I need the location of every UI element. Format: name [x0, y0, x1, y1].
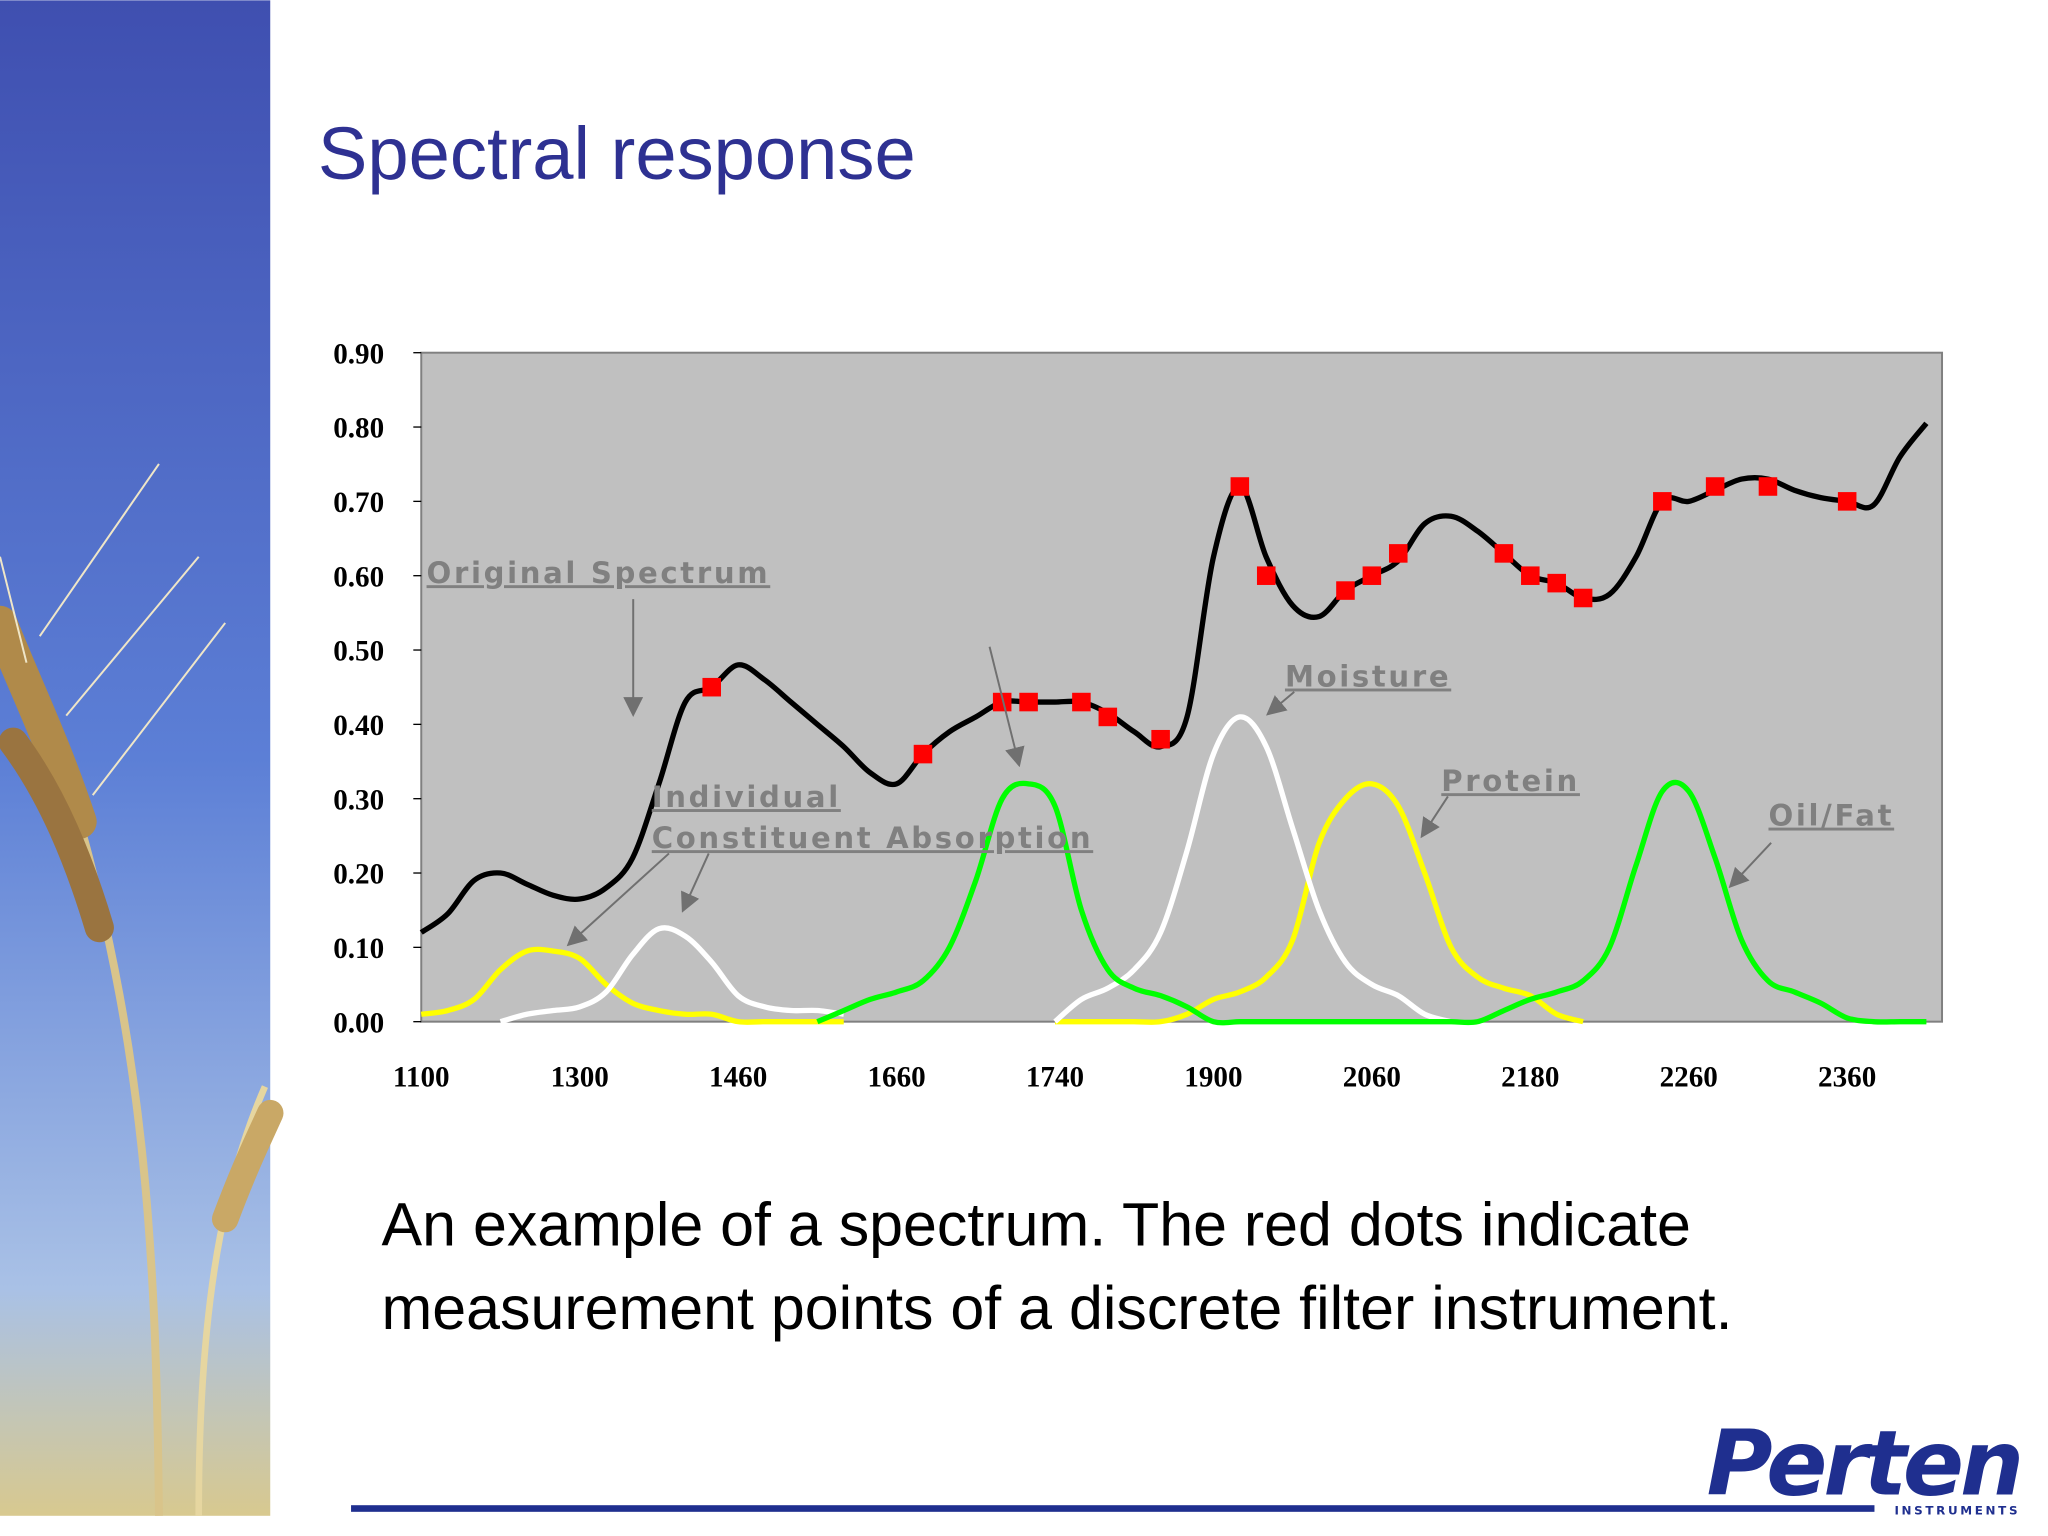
y-tick-label: 0.30 [333, 784, 384, 816]
y-tick-label: 0.60 [333, 561, 384, 593]
measurement-point [1653, 492, 1672, 511]
caption: An example of a spectrum. The red dots i… [382, 1191, 1691, 1259]
measurement-point [992, 692, 1012, 712]
x-tick-label: 1740 [1026, 1062, 1084, 1094]
annotation: Original Spectrum [427, 556, 771, 590]
y-tick-label: 0.10 [333, 933, 384, 965]
measurement-point [1573, 588, 1593, 608]
y-tick-label: 0.80 [333, 413, 384, 445]
annotation-arrows [566, 599, 1772, 947]
x-tick-label: 2060 [1343, 1062, 1401, 1094]
y-tick-label: 0.00 [333, 1007, 384, 1039]
x-tick-label: 1900 [1184, 1062, 1242, 1094]
measurement-point [1256, 566, 1276, 585]
wheat-image [0, 0, 284, 1516]
measurement-point [1494, 544, 1514, 563]
measurement-point [1547, 573, 1566, 593]
x-tick-label: 1660 [867, 1062, 925, 1094]
annotation: Oil/Fat [1768, 799, 1894, 833]
x-tick-label: 1100 [393, 1062, 450, 1094]
measurement-point [702, 677, 721, 697]
slide-title: Spectral response [318, 112, 916, 195]
measurement-point [1098, 707, 1118, 727]
x-tick-label: 2260 [1660, 1062, 1718, 1094]
y-tick-label: 0.70 [333, 487, 384, 519]
measurement-point [1230, 477, 1250, 496]
measurement-point [1758, 477, 1778, 496]
measurement-point [1151, 729, 1170, 749]
spectrum-line [499, 714, 1452, 1025]
x-tick-label: 2360 [1818, 1062, 1876, 1094]
annotation: Protein [1441, 764, 1580, 798]
annotation: Moisture [1285, 660, 1451, 694]
y-tick-label: 0.40 [333, 710, 384, 742]
measurement-point [1362, 566, 1382, 585]
y-tick-label: 0.90 [333, 338, 384, 370]
measurement-point [1336, 581, 1355, 600]
plot-area [420, 351, 1944, 1023]
measurement-point [1705, 477, 1725, 496]
annotation: Individual [652, 780, 841, 814]
measurement-point [913, 744, 933, 764]
measurement-point [1019, 692, 1038, 712]
spectrum-line [816, 779, 1927, 1026]
caption: measurement points of a discrete filter … [382, 1274, 1733, 1342]
x-tick-label: 1460 [709, 1062, 767, 1094]
y-tick-label: 0.50 [333, 636, 384, 668]
measurement-point [1072, 692, 1091, 712]
x-tick-label: 2180 [1501, 1062, 1559, 1094]
measurement-point [1837, 492, 1857, 511]
spectrum-line [420, 781, 1584, 1025]
logo-subtitle: INSTRUMENTS [1894, 1503, 2020, 1517]
y-tick-label: 0.20 [333, 859, 384, 891]
measurement-point [1389, 544, 1408, 563]
annotation: Constituent Absorption [652, 821, 1093, 855]
footer-rule [351, 1505, 1875, 1512]
measurement-point [1521, 566, 1540, 585]
x-tick-label: 1300 [551, 1062, 609, 1094]
logo: Perten [1707, 1412, 2021, 1517]
chart: 0.00 0.10 0.20 0.30 0.40 0.50 0.60 0.70 0.80 0.90… [333, 338, 1929, 1094]
